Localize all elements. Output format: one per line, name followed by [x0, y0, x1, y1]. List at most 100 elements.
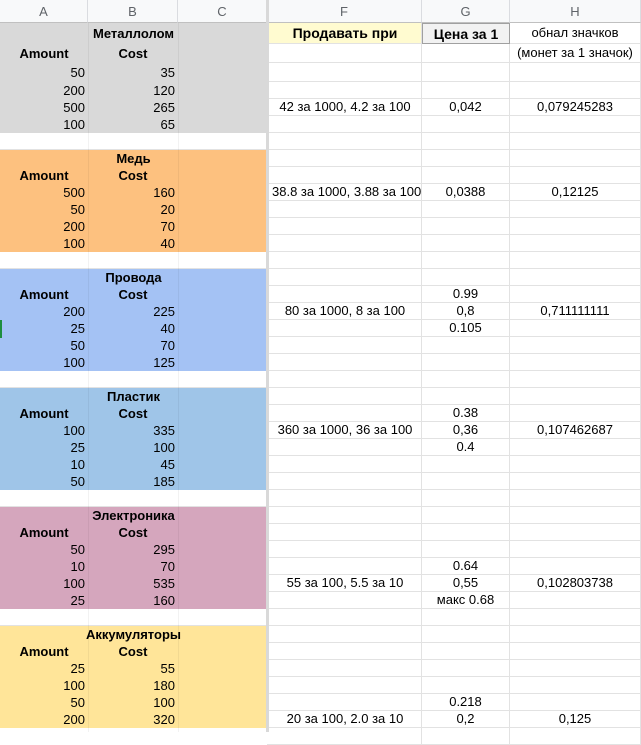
- sell-at-cell[interactable]: [267, 44, 422, 63]
- badge-cashout-cell[interactable]: [510, 592, 641, 609]
- price-per-one-cell[interactable]: [422, 643, 510, 660]
- cost-value[interactable]: 160: [153, 185, 175, 200]
- price-per-one-cell[interactable]: 0.64: [422, 558, 510, 575]
- sell-at-cell[interactable]: [267, 677, 422, 694]
- badge-cashout-cell[interactable]: [510, 337, 641, 354]
- amount-value[interactable]: 25: [70, 661, 85, 676]
- cost-value[interactable]: 45: [160, 457, 175, 472]
- amount-value[interactable]: 25: [70, 593, 85, 608]
- cost-value[interactable]: 225: [153, 304, 175, 319]
- amount-value[interactable]: 200: [63, 712, 85, 727]
- badge-cashout-cell[interactable]: 0,079245283: [510, 99, 641, 116]
- sell-at-cell[interactable]: [267, 405, 422, 422]
- cost-value[interactable]: 185: [153, 474, 175, 489]
- price-per-one-cell[interactable]: [422, 269, 510, 286]
- badge-cashout-cell[interactable]: [510, 150, 641, 167]
- price-per-one-cell[interactable]: 0,55: [422, 575, 510, 592]
- sell-at-cell[interactable]: 20 за 100, 2.0 за 10: [267, 711, 422, 728]
- cost-value[interactable]: 70: [160, 338, 175, 353]
- badge-cashout-cell[interactable]: [510, 286, 641, 303]
- price-per-one-cell[interactable]: 0,042: [422, 99, 510, 116]
- sell-at-cell[interactable]: [267, 218, 422, 235]
- badge-cashout-cell[interactable]: [510, 235, 641, 252]
- price-per-one-cell[interactable]: 0.105: [422, 320, 510, 337]
- amount-value[interactable]: 100: [63, 236, 85, 251]
- price-per-one-cell[interactable]: [422, 218, 510, 235]
- column-header-a[interactable]: A: [0, 0, 88, 23]
- badge-cashout-cell[interactable]: 0,125: [510, 711, 641, 728]
- column-header-h[interactable]: H: [510, 0, 641, 23]
- badge-cashout-cell[interactable]: [510, 694, 641, 711]
- sell-at-cell[interactable]: [267, 439, 422, 456]
- price-per-one-cell[interactable]: [422, 354, 510, 371]
- empty-cell[interactable]: [422, 371, 510, 388]
- empty-cell[interactable]: [510, 490, 641, 507]
- price-per-one-cell[interactable]: [422, 473, 510, 490]
- amount-value[interactable]: 50: [70, 65, 85, 80]
- badge-cashout-cell[interactable]: [510, 507, 641, 524]
- sell-at-cell[interactable]: [267, 626, 422, 643]
- price-per-one-cell[interactable]: [422, 63, 510, 82]
- amount-value[interactable]: 200: [63, 304, 85, 319]
- badge-cashout-cell[interactable]: [510, 626, 641, 643]
- amount-value[interactable]: 50: [70, 695, 85, 710]
- amount-value[interactable]: 100: [63, 678, 85, 693]
- cost-value[interactable]: 160: [153, 593, 175, 608]
- price-per-one-cell[interactable]: [422, 44, 510, 63]
- cost-value[interactable]: 535: [153, 576, 175, 591]
- sell-at-cell[interactable]: 42 за 1000, 4.2 за 100: [267, 99, 422, 116]
- sell-at-header[interactable]: Продавать при: [267, 23, 422, 44]
- sell-at-cell[interactable]: 80 за 1000, 8 за 100: [267, 303, 422, 320]
- price-per-one-cell[interactable]: [422, 82, 510, 99]
- amount-value[interactable]: 500: [63, 185, 85, 200]
- sell-at-cell[interactable]: [267, 592, 422, 609]
- cost-value[interactable]: 55: [160, 661, 175, 676]
- price-per-one-cell[interactable]: [422, 150, 510, 167]
- price-per-one-cell[interactable]: 0.99: [422, 286, 510, 303]
- amount-value[interactable]: 25: [70, 440, 85, 455]
- empty-cell[interactable]: [422, 252, 510, 269]
- cost-value[interactable]: 295: [153, 542, 175, 557]
- empty-cell[interactable]: [267, 728, 422, 745]
- amount-value[interactable]: 10: [70, 457, 85, 472]
- badge-cashout-cell[interactable]: [510, 388, 641, 405]
- cost-value[interactable]: 120: [153, 83, 175, 98]
- price-per-one-cell[interactable]: [422, 541, 510, 558]
- amount-value[interactable]: 100: [63, 576, 85, 591]
- cost-value[interactable]: 180: [153, 678, 175, 693]
- badge-cashout-cell[interactable]: [510, 82, 641, 99]
- cost-value[interactable]: 100: [153, 695, 175, 710]
- badge-cashout-cell[interactable]: [510, 320, 641, 337]
- cost-value[interactable]: 40: [160, 321, 175, 336]
- empty-cell[interactable]: [267, 133, 422, 150]
- sell-at-cell[interactable]: [267, 694, 422, 711]
- empty-cell[interactable]: [267, 371, 422, 388]
- hidden-columns-divider[interactable]: [266, 0, 269, 732]
- sell-at-cell[interactable]: [267, 337, 422, 354]
- cost-value[interactable]: 265: [153, 100, 175, 115]
- empty-cell[interactable]: [422, 490, 510, 507]
- sell-at-cell[interactable]: [267, 388, 422, 405]
- sell-at-cell[interactable]: 38.8 за 1000, 3.88 за 100: [267, 184, 422, 201]
- column-header-b[interactable]: B: [88, 0, 178, 23]
- cost-value[interactable]: 40: [160, 236, 175, 251]
- empty-cell[interactable]: [510, 728, 641, 745]
- badge-cashout-header[interactable]: обнал значков: [510, 23, 641, 44]
- price-per-one-cell[interactable]: [422, 456, 510, 473]
- badge-cashout-cell[interactable]: [510, 218, 641, 235]
- sell-at-cell[interactable]: [267, 541, 422, 558]
- cost-value[interactable]: 20: [160, 202, 175, 217]
- price-per-one-cell[interactable]: макс 0.68: [422, 592, 510, 609]
- badge-cashout-cell[interactable]: [510, 405, 641, 422]
- price-per-one-header[interactable]: Цена за 1: [422, 23, 510, 44]
- amount-value[interactable]: 100: [63, 355, 85, 370]
- sell-at-cell[interactable]: [267, 354, 422, 371]
- sell-at-cell[interactable]: [267, 320, 422, 337]
- sell-at-cell[interactable]: [267, 82, 422, 99]
- sell-at-cell[interactable]: [267, 643, 422, 660]
- amount-value[interactable]: 50: [70, 202, 85, 217]
- sell-at-cell[interactable]: [267, 116, 422, 133]
- empty-cell[interactable]: [510, 609, 641, 626]
- amount-value[interactable]: 50: [70, 338, 85, 353]
- badge-cashout-cell[interactable]: [510, 643, 641, 660]
